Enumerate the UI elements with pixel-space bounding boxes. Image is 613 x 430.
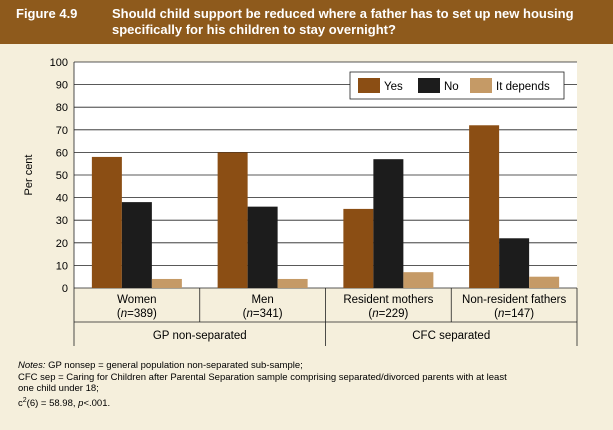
bar-no-1 xyxy=(247,206,278,288)
bar-it-depends-0 xyxy=(151,278,182,288)
legend-label: Yes xyxy=(384,81,403,93)
y-axis-title: Per cent xyxy=(23,155,35,196)
notes-line-2: CFC sep = Caring for Children after Pare… xyxy=(18,371,507,383)
legend-box xyxy=(349,71,565,100)
notes-line-1: GP nonsep = general population non-separ… xyxy=(48,360,303,371)
category-label: Women xyxy=(117,294,156,306)
y-tick-label: 20 xyxy=(56,238,68,250)
legend-label: No xyxy=(444,81,459,93)
category-n-label: (n=389) xyxy=(117,308,157,320)
group-label: CFC separated xyxy=(412,330,490,342)
figure-notes: Notes: GP nonsep = general population no… xyxy=(18,360,603,409)
y-tick-label: 0 xyxy=(62,283,68,295)
category-label: Resident mothers xyxy=(343,294,433,306)
stat-superscript: 2 xyxy=(22,396,27,404)
y-tick-label: 60 xyxy=(56,147,68,159)
bar-yes-3 xyxy=(469,125,500,288)
category-n-label: (n=341) xyxy=(243,308,283,320)
legend-swatch-no xyxy=(418,78,440,93)
figure-header: Figure 4.9 Should child support be reduc… xyxy=(0,0,613,44)
bar-yes-1 xyxy=(217,152,248,288)
figure-number: Figure 4.9 xyxy=(16,6,78,21)
legend-label: It depends xyxy=(496,81,550,93)
bar-no-2 xyxy=(373,159,404,288)
group-label: GP non-separated xyxy=(153,330,247,342)
category-label: Non-resident fathers xyxy=(462,294,566,306)
y-tick-label: 100 xyxy=(50,57,68,69)
figure-title: Should child support be reduced where a … xyxy=(112,6,602,38)
bar-no-3 xyxy=(499,238,530,288)
category-n-label: (n=147) xyxy=(494,308,534,320)
stat-p: p xyxy=(78,397,84,409)
notes-line-3: one child under 18; xyxy=(18,383,99,394)
bar-it-depends-2 xyxy=(403,272,434,288)
notes-label: Notes: xyxy=(18,360,46,371)
bar-no-0 xyxy=(121,202,152,288)
figure-title-line-1: Should child support be reduced where a … xyxy=(112,6,574,21)
bar-yes-0 xyxy=(91,156,122,288)
y-tick-label: 90 xyxy=(56,80,68,92)
y-tick-label: 50 xyxy=(56,170,68,182)
bar-chart: 0 10 20 30 40 50 60 70 80 90 100 Per cent Women (n=38… xyxy=(23,57,578,346)
y-tick-label: 30 xyxy=(56,215,68,227)
bar-it-depends-1 xyxy=(277,278,308,288)
category-label: Men xyxy=(251,294,273,306)
bar-yes-2 xyxy=(343,208,374,288)
stat-value: (6) = 58.98, xyxy=(26,397,79,409)
y-tick-label: 10 xyxy=(56,260,68,272)
legend-swatch-it-depends xyxy=(470,78,492,93)
stat-symbol: c xyxy=(18,397,23,409)
stat-p-value: <.001. xyxy=(83,397,111,409)
y-tick-label: 80 xyxy=(56,102,68,114)
legend-swatch-yes xyxy=(358,78,380,93)
y-tick-label: 70 xyxy=(56,125,68,137)
figure-title-line-2: specifically for his children to stay ov… xyxy=(112,22,396,37)
category-n-label: (n=229) xyxy=(368,308,408,320)
y-tick-label: 40 xyxy=(56,193,68,205)
bar-it-depends-3 xyxy=(529,276,560,288)
